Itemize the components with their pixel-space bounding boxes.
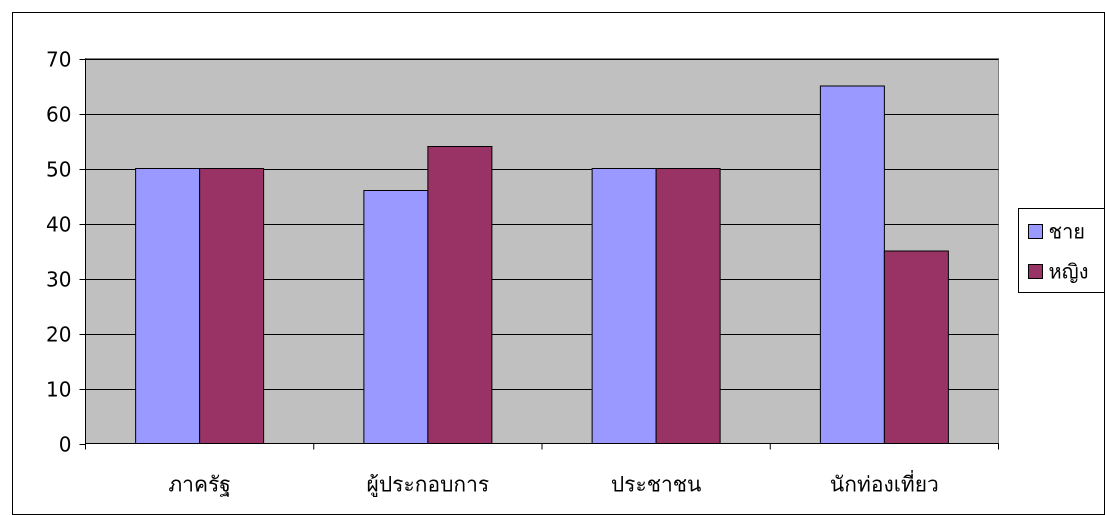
bar-female-2 <box>655 168 721 444</box>
bar-male-2 <box>591 168 657 444</box>
legend-swatch-0 <box>1028 224 1043 239</box>
x-category-label: นักท่องเที่ยว <box>830 470 939 497</box>
axes <box>79 58 999 450</box>
y-tick-label: 10 <box>46 378 71 402</box>
x-category-label: ผู้ประกอบการ <box>367 473 490 498</box>
labels: 0 10 20 30 40 50 60 70 ภาครัฐ ผู้ประกอบการ ประชาชน… <box>46 48 939 498</box>
bar-female-1 <box>427 146 493 444</box>
legend-label-0: ชาย <box>1049 220 1086 244</box>
y-tick-label: 70 <box>46 48 71 72</box>
y-tick-label: 0 <box>59 433 72 457</box>
bar-female-3 <box>883 250 949 444</box>
bar-male-1 <box>363 190 429 444</box>
bar-male-3 <box>819 85 885 444</box>
bars <box>135 85 949 444</box>
x-category-label: ภาครัฐ <box>168 473 231 497</box>
y-tick-label: 20 <box>46 323 71 347</box>
y-tick-label: 30 <box>46 268 71 292</box>
legend-swatch-1 <box>1028 264 1043 279</box>
legend-label-1: หญิง <box>1049 260 1089 284</box>
bar-female-0 <box>199 168 265 444</box>
x-category-label: ประชาชน <box>611 473 702 497</box>
y-tick-label: 50 <box>46 158 71 182</box>
bar-male-0 <box>135 168 201 444</box>
y-tick-label: 60 <box>46 103 71 127</box>
y-tick-label: 40 <box>46 213 71 237</box>
